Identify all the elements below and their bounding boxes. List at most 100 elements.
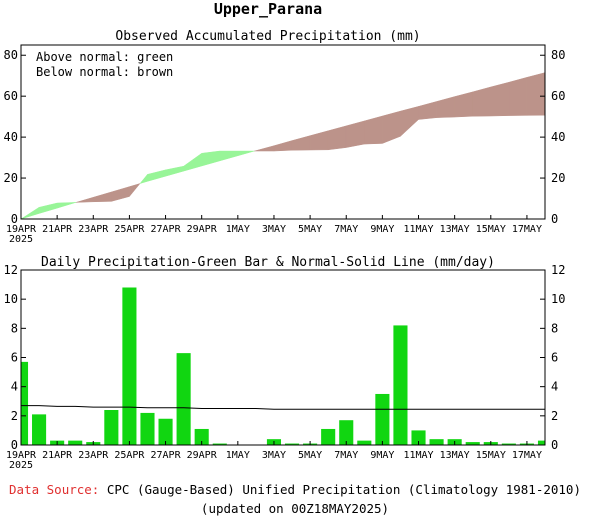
daily-bar: [321, 428, 336, 445]
y-tick-label-left: 60: [4, 89, 18, 103]
y-tick-label-left: 0: [11, 212, 18, 226]
y-tick-label-right: 10: [551, 292, 565, 306]
daily-bar: [194, 428, 209, 445]
x-tick-label: 29APR: [187, 450, 218, 461]
y-tick-label-right: 4: [551, 380, 558, 394]
daily-bar: [465, 442, 480, 445]
x-tick-label: 1MAY: [226, 450, 250, 461]
y-tick-label-left: 8: [11, 321, 18, 335]
x-tick-label: 19APR: [6, 224, 37, 235]
x-tick-label: 27APR: [150, 224, 181, 235]
x-tick-label: 5MAY: [298, 450, 322, 461]
above-normal-band: [165, 165, 184, 177]
x-tick-label: 1MAY: [226, 224, 250, 235]
above-normal-band: [237, 150, 255, 157]
y-tick-label-left: 10: [4, 292, 18, 306]
x-tick-label: 9MAY: [370, 450, 394, 461]
below-normal-band: [526, 72, 546, 116]
accumulated-plot-frame: [20, 44, 546, 220]
above-normal-band: [38, 202, 58, 214]
updated-line: (updated on 00Z18MAY2025): [200, 501, 390, 516]
daily-bar: [122, 287, 137, 445]
x-tick-label: 5MAY: [298, 224, 322, 235]
daily-plot-area: [21, 287, 545, 445]
x-tick-label: 11MAY: [403, 450, 433, 461]
x-tick-label: 23APR: [78, 450, 109, 461]
daily-bar: [158, 418, 173, 445]
daily-bar: [140, 412, 155, 445]
y-tick-label-right: 80: [551, 48, 565, 62]
below-normal-band: [93, 191, 112, 203]
x-tick-label: 19APR: [6, 450, 37, 461]
above-normal-band: [201, 150, 221, 167]
below-normal-band: [364, 115, 383, 145]
below-normal-band: [418, 101, 437, 120]
daily-bar: [375, 393, 390, 445]
x-tick-label: 21APR: [42, 224, 73, 235]
x-tick-label: 23APR: [78, 224, 109, 235]
daily-axes: 0 0 2 2 4 4 6 6 8 8 10 10 12 12 19APR 21APR 23APR 25APR 27…: [4, 263, 566, 471]
daily-bar: [284, 443, 300, 445]
daily-bar: [411, 430, 426, 445]
x-tick-label: 13MAY: [440, 224, 470, 235]
data-source-label: Data Source:: [9, 482, 100, 497]
y-tick-label-left: 40: [4, 130, 18, 144]
below-normal-band: [273, 140, 293, 152]
x-tick-label: 21APR: [42, 450, 73, 461]
above-normal-band: [139, 173, 148, 185]
daily-bar: [176, 353, 191, 445]
y-tick-label-right: 6: [551, 351, 558, 365]
x-tick-label: 15MAY: [476, 450, 506, 461]
daily-bar: [501, 443, 516, 445]
below-normal-band: [291, 135, 311, 151]
daily-bar: [393, 325, 408, 445]
accumulated-precipitation-chart: Observed Accumulated Precipitation (mm) …: [4, 29, 566, 245]
y-tick-label-right: 40: [551, 130, 565, 144]
below-normal-band: [490, 81, 510, 117]
x-tick-label: 7MAY: [334, 450, 358, 461]
x-tick-label: 9MAY: [370, 224, 394, 235]
below-normal-band: [327, 125, 347, 151]
y-tick-label-right: 0: [551, 438, 558, 452]
above-normal-band: [20, 206, 40, 220]
legend-above-normal: Above normal: green: [36, 50, 173, 64]
y-tick-label-right: 8: [551, 321, 558, 335]
x-tick-label: 11MAY: [403, 224, 433, 235]
daily-bar: [429, 439, 444, 445]
x-year-label: 2025: [9, 234, 33, 245]
x-tick-label: 15MAY: [476, 224, 506, 235]
x-tick-label: 25APR: [114, 224, 145, 235]
x-tick-label: 25APR: [114, 450, 145, 461]
above-normal-band: [56, 202, 76, 209]
x-tick-label: 3MAY: [262, 224, 286, 235]
data-source-text: CPC (Gauge-Based) Unified Precipitation …: [106, 482, 581, 497]
x-tick-label: 17MAY: [512, 224, 542, 235]
daily-bar: [68, 440, 83, 445]
y-tick-label-right: 0: [551, 212, 558, 226]
accumulated-axes: 0 0 20 20 40 40 60 60 80 80 19APR 21APR 23APR 25APR 27…: [4, 48, 566, 245]
data-source-line: Data Source: CPC (Gauge-Based) Unified P…: [0, 482, 590, 497]
y-tick-label-left: 80: [4, 48, 18, 62]
daily-precipitation-chart: Daily Precipitation-Green Bar & Normal-S…: [4, 255, 566, 471]
below-normal-band: [508, 77, 528, 116]
y-tick-label-left: 6: [11, 351, 18, 365]
y-tick-label-left: 0: [11, 438, 18, 452]
below-normal-band: [255, 145, 275, 152]
x-year-label: 2025: [9, 460, 33, 471]
below-normal-band: [309, 130, 329, 151]
y-tick-label-right: 60: [551, 89, 565, 103]
normal-line: [21, 405, 545, 410]
daily-plot-frame: [20, 269, 546, 446]
below-normal-band: [75, 196, 94, 203]
daily-bar: [357, 440, 372, 445]
above-normal-band: [147, 169, 166, 182]
y-tick-label-left: 20: [4, 171, 18, 185]
y-tick-label-right: 2: [551, 409, 558, 423]
x-tick-label: 3MAY: [262, 450, 286, 461]
y-tick-label-right: 20: [551, 171, 565, 185]
region-title: Upper_Parana: [214, 0, 322, 18]
x-tick-label: 13MAY: [440, 450, 470, 461]
above-normal-band: [219, 150, 239, 162]
accumulated-chart-title: Observed Accumulated Precipitation (mm): [115, 29, 420, 44]
